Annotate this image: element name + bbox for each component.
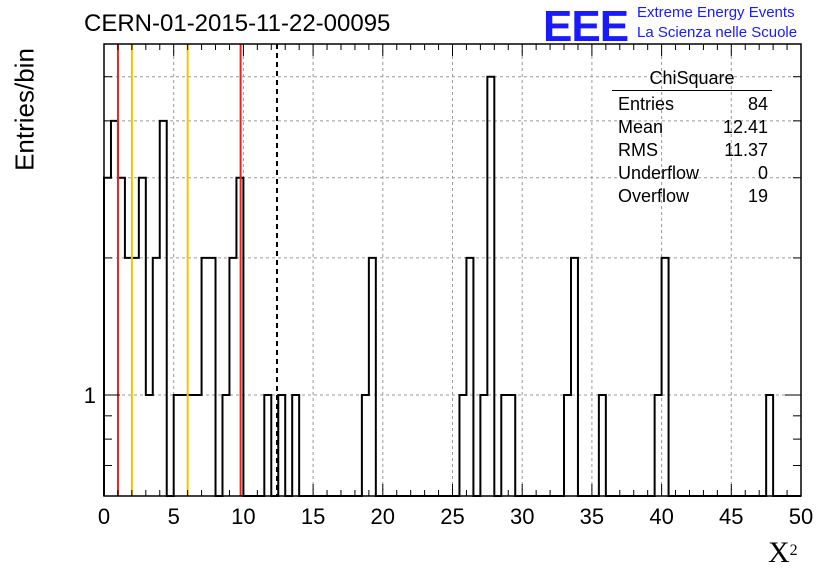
stats-title: ChiSquare (612, 68, 772, 91)
stats-row: Underflow 0 (618, 163, 768, 183)
eee-logo: EEE (543, 2, 629, 51)
stats-row: RMS 11.37 (618, 140, 768, 160)
y-axis-label: Entries/bin (9, 48, 40, 171)
x-tick-label: 25 (440, 504, 464, 529)
logo-line-2: La Scienza nelle Scuole (637, 24, 798, 41)
x-tick-label: 50 (789, 504, 813, 529)
stats-box: ChiSquare Entries 84 Mean 12.41 RMS 11.37 U… (612, 68, 774, 208)
stats-row: Overflow 19 (618, 186, 768, 206)
stats-row: Entries 84 (618, 94, 768, 114)
logo-line-1: Extreme Energy Events (637, 4, 795, 21)
x-tick-label: 40 (649, 504, 673, 529)
x-tick-label: 0 (98, 504, 110, 529)
chart-title: CERN-01-2015-11-22-00095 (84, 10, 391, 37)
x-tick-label: 10 (231, 504, 255, 529)
x-tick-label: 35 (580, 504, 604, 529)
y-tick-label: 1 (84, 383, 96, 408)
x-tick-label: 15 (301, 504, 325, 529)
x-tick-label: 5 (168, 504, 180, 529)
x-tick-label: 45 (719, 504, 743, 529)
stats-row: Mean 12.41 (618, 117, 768, 137)
x-axis-label: X2 (768, 536, 798, 569)
x-tick-label: 30 (510, 504, 534, 529)
x-tick-label: 20 (371, 504, 395, 529)
